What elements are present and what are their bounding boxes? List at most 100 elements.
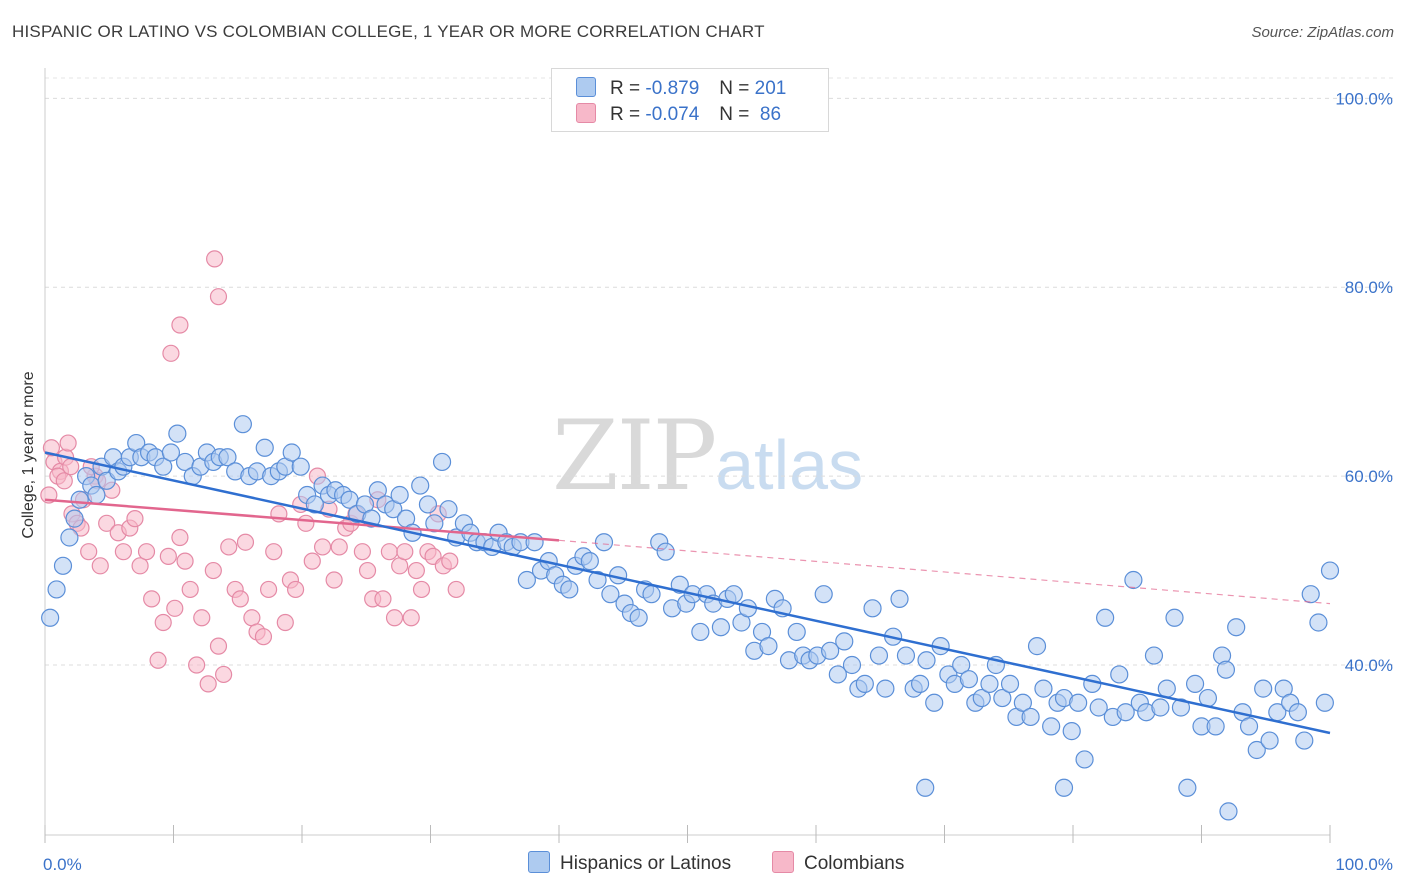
colombians-point [358, 561, 377, 580]
hispanics-point [917, 651, 936, 670]
hispanics-point [1219, 802, 1238, 821]
bottom-legend-label: Hispanics or Latinos [560, 853, 732, 874]
bottom-legend-hispanics: Hispanics or Latinos [528, 851, 731, 875]
hispanics-point [759, 637, 778, 656]
colombians-point [276, 613, 294, 632]
hispanics-point [1178, 778, 1197, 797]
hispanics-points [41, 415, 1340, 821]
hispanics-point [87, 485, 106, 505]
hispanics-point [594, 533, 614, 552]
hispanics-point [821, 641, 840, 660]
hispanics-point [1042, 717, 1061, 736]
watermark-atlas: atlas [715, 426, 864, 504]
hispanics-point [65, 509, 84, 528]
hispanics-point [972, 688, 991, 708]
axes [44, 68, 1331, 843]
y-tick-label: 40.0% [1345, 656, 1393, 675]
hispanics-point [1144, 646, 1164, 665]
hispanics-point [1054, 778, 1074, 797]
hispanics-point [601, 585, 620, 604]
hispanics-point [418, 495, 438, 514]
colombians-point [385, 609, 404, 627]
colombians-point [402, 609, 420, 627]
hispanics-point [814, 585, 833, 604]
legend-row-colombians: R = -0.074 N = 86 [576, 103, 781, 127]
colombians-point [55, 472, 73, 490]
hispanics-point [959, 670, 979, 689]
y-tick-label: 100.0% [1335, 89, 1393, 108]
hispanics-point [1110, 665, 1129, 684]
colombians-point [380, 543, 398, 561]
hispanics-point [368, 481, 387, 500]
colombians-point [231, 590, 249, 608]
hispanics-point [1075, 750, 1094, 769]
colombians-points [40, 250, 465, 693]
hispanics-point [1254, 679, 1273, 698]
colombians-point [325, 571, 343, 589]
hispanics-point [1165, 608, 1184, 627]
x-tick-label: 0.0% [43, 855, 82, 874]
colombians-point [204, 561, 222, 580]
hispanics-point [855, 674, 874, 693]
chart-title: HISPANIC OR LATINO VS COLOMBIAN COLLEGE,… [12, 22, 765, 41]
colombians-point [126, 510, 144, 528]
hispanics-point [233, 415, 252, 434]
colombians-trend-line [44, 498, 560, 542]
watermark-zip: ZIP [552, 400, 717, 512]
legend-n-value: 86 [754, 104, 782, 125]
colombians-point [254, 628, 273, 646]
hispanics-point [863, 599, 882, 618]
hispanics-point [1151, 698, 1170, 717]
colombians-point [353, 543, 371, 561]
hispanics-point [980, 674, 999, 693]
legend-r-value: -0.879 [645, 78, 700, 99]
colombians-point [162, 344, 180, 362]
colombians-point [193, 609, 211, 627]
x-tick-label: 100.0% [1335, 855, 1393, 874]
hispanics-point [724, 585, 743, 604]
hispanics-point [291, 457, 310, 476]
colombians-point [407, 561, 425, 580]
hispanics-point [642, 585, 661, 604]
colombians-point [59, 434, 77, 452]
hispanics-point [411, 476, 430, 495]
hispanics-point [1027, 637, 1047, 656]
hispanics-point [1320, 561, 1340, 580]
hispanics-point [1185, 674, 1205, 693]
colombians-point [209, 637, 228, 655]
hispanics-point [47, 580, 66, 599]
colombians-point [181, 580, 199, 599]
colombians-point [143, 590, 161, 608]
colombians-point [236, 533, 255, 551]
hispanics-point [869, 646, 889, 665]
hispanics-point [218, 448, 237, 467]
hispanics-point [70, 490, 89, 509]
colombians-point [303, 552, 321, 570]
legend-n-value: 201 [754, 78, 787, 99]
legend-r-label: R = [610, 78, 641, 99]
hispanics-point [656, 542, 675, 561]
colombians-point [396, 543, 414, 561]
hispanics-point [1062, 722, 1081, 741]
legend-r-label: R = [610, 104, 641, 125]
watermark: ZIPatlas [552, 400, 863, 512]
hispanics-point [560, 580, 579, 599]
colombians-trend-extension [558, 539, 1331, 605]
hispanics-point [828, 665, 847, 684]
colombians-point [286, 580, 305, 599]
hispanics-point [1013, 693, 1032, 712]
colombians-point [209, 288, 228, 306]
hispanics-point [53, 556, 73, 575]
legend-r-value: -0.074 [645, 104, 700, 125]
hispanics-point [1089, 698, 1108, 717]
colombians-point [188, 656, 206, 674]
bottom-legend-label: Colombians [804, 853, 905, 874]
colombians-point [149, 651, 167, 669]
hispanics-point [1021, 707, 1040, 727]
legend-row-hispanics: R = -0.879 N = 201 [576, 77, 786, 101]
hispanics-point [305, 495, 324, 514]
hispanics-point [425, 514, 444, 533]
colombians-point [441, 552, 459, 570]
hispanics-point [161, 443, 181, 462]
colombians-point [259, 580, 278, 599]
